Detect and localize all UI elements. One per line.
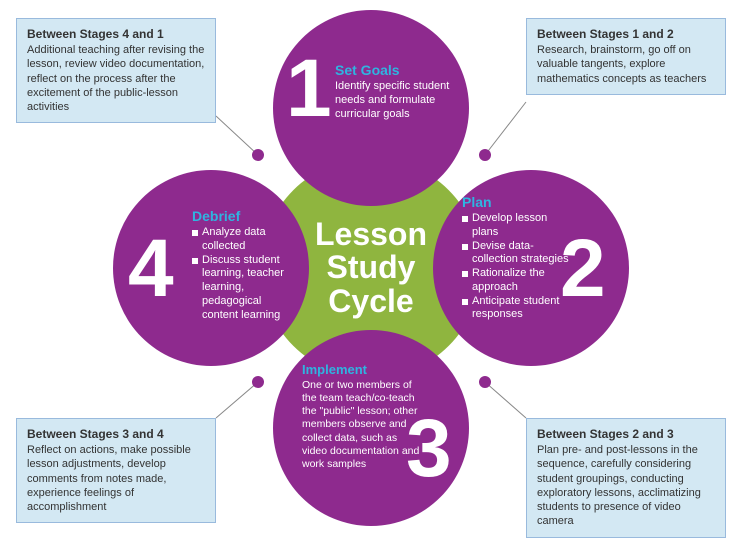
bullet-marker-icon: [192, 230, 198, 236]
stage-2-bullet-3: Anticipate student responses: [462, 295, 572, 323]
stage-title-1: Set Goals: [335, 62, 455, 78]
connector-dot-3: [252, 149, 264, 161]
bullet-marker-icon: [462, 271, 468, 277]
between-box-2: Between Stages 3 and 4 Reflect on actions…: [16, 418, 216, 523]
stage-content-1: Set Goals Identify specific student needs…: [335, 62, 455, 121]
stage-content-2: Plan Develop lesson plansDevise data-coll…: [462, 194, 572, 322]
stage-4-bullet-1: Discuss student learning, teacher learni…: [192, 254, 300, 323]
stage-title-4: Debrief: [192, 208, 300, 224]
between-title-1: Between Stages 2 and 3: [537, 427, 715, 441]
stage-2-bullet-2: Rationalize the approach: [462, 267, 572, 295]
connector-line-3: [216, 116, 258, 155]
connector-dot-1: [479, 376, 491, 388]
stage-body-1: Identify specific student needs and form…: [335, 80, 455, 121]
center-line-2: Study: [315, 251, 427, 285]
bullet-marker-icon: [192, 258, 198, 264]
bullet-marker-icon: [462, 244, 468, 250]
connector-line-2: [216, 382, 258, 418]
between-body-2: Reflect on actions, make possible lesson…: [27, 443, 205, 514]
between-title-3: Between Stages 4 and 1: [27, 27, 205, 41]
bullet-text: Devise data-collection strategies: [472, 240, 572, 268]
stage-2-bullet-0: Develop lesson plans: [462, 212, 572, 240]
bullet-marker-icon: [462, 216, 468, 222]
stage-body-3: One or two members of the team teach/co-…: [302, 379, 422, 471]
stage-number-1: 1: [286, 48, 332, 130]
connector-line-1: [485, 382, 526, 418]
between-title-0: Between Stages 1 and 2: [537, 27, 715, 41]
bullet-text: Rationalize the approach: [472, 267, 572, 295]
between-box-3: Between Stages 4 and 1 Additional teachin…: [16, 18, 216, 123]
between-body-3: Additional teaching after revising the l…: [27, 43, 205, 114]
center-line-1: Lesson: [315, 218, 427, 252]
connector-dot-2: [252, 376, 264, 388]
stage-number-4: 4: [128, 228, 174, 310]
connector-dot-0: [479, 149, 491, 161]
lesson-study-cycle-diagram: Lesson Study Cycle 1Set Goals Identify sp…: [0, 0, 742, 536]
bullet-text: Analyze data collected: [202, 226, 300, 254]
stage-title-3: Implement: [302, 362, 422, 377]
stage-content-3: Implement One or two members of the team …: [302, 362, 422, 471]
center-line-3: Cycle: [315, 285, 427, 319]
between-body-1: Plan pre- and post-lessons in the sequen…: [537, 443, 715, 529]
stage-content-4: Debrief Analyze data collectedDiscuss stu…: [192, 208, 300, 322]
between-body-0: Research, brainstorm, go off on valuable…: [537, 43, 715, 86]
between-box-0: Between Stages 1 and 2 Research, brainsto…: [526, 18, 726, 95]
between-title-2: Between Stages 3 and 4: [27, 427, 205, 441]
bullet-text: Develop lesson plans: [472, 212, 572, 240]
bullet-marker-icon: [462, 299, 468, 305]
stage-4-bullet-0: Analyze data collected: [192, 226, 300, 254]
stage-2-bullet-1: Devise data-collection strategies: [462, 240, 572, 268]
between-box-1: Between Stages 2 and 3 Plan pre- and post…: [526, 418, 726, 538]
bullet-text: Discuss student learning, teacher learni…: [202, 254, 300, 323]
connector-line-0: [485, 102, 526, 155]
bullet-text: Anticipate student responses: [472, 295, 572, 323]
center-title: Lesson Study Cycle: [315, 218, 427, 319]
stage-title-2: Plan: [462, 194, 572, 210]
